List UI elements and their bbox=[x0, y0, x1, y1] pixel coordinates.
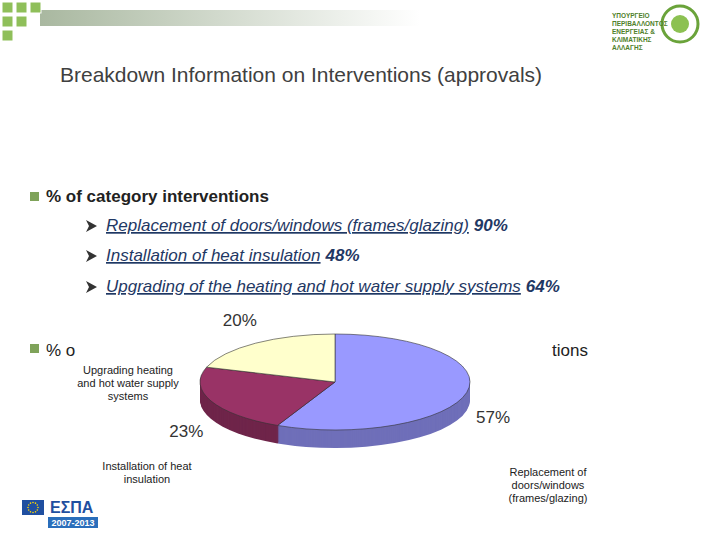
logo-text: ΠΕΡΙΒΑΛΛΟΝΤΟΣ bbox=[612, 20, 668, 27]
footer-logo-years: 2007-2013 bbox=[51, 518, 94, 528]
logo-text: ΥΠΟΥΡΓΕΙΟ bbox=[612, 12, 650, 19]
header-square bbox=[2, 16, 13, 27]
eu-star bbox=[35, 502, 37, 504]
footer-logo-bar bbox=[48, 517, 98, 528]
logo-text: ΚΛΙΜΑΤΙΚΗΣ bbox=[612, 36, 652, 43]
eu-star bbox=[37, 509, 39, 511]
bullet-square bbox=[30, 344, 39, 353]
bullet-square bbox=[30, 192, 39, 201]
header-square bbox=[2, 2, 13, 13]
data-label: 20% bbox=[223, 311, 257, 330]
sub-bullet-value: 64% bbox=[526, 277, 560, 296]
bullet-text-fragment: tions bbox=[552, 341, 588, 360]
eu-star bbox=[28, 504, 30, 506]
bullet-text: % of category interventions bbox=[46, 187, 269, 206]
sub-bullet: Upgrading of the heating and hot water s… bbox=[106, 277, 560, 296]
slide: ΥΠΟΥΡΓΕΙΟΠΕΡΙΒΑΛΛΟΝΤΟΣΕΝΕΡΓΕΙΑΣ &ΚΛΙΜΑΤΙ… bbox=[0, 0, 720, 540]
ministry-logo: ΥΠΟΥΡΓΕΙΟΠΕΡΙΒΑΛΛΟΝΤΟΣΕΝΕΡΓΕΙΑΣ &ΚΛΙΜΑΤΙ… bbox=[612, 6, 698, 51]
header-band bbox=[40, 10, 420, 26]
logo-text: ΑΛΛΑΓΗΣ bbox=[612, 44, 643, 51]
eu-star bbox=[32, 512, 34, 514]
sub-bullet-value: 48% bbox=[325, 246, 360, 265]
header-square bbox=[16, 2, 27, 13]
footer-logo: ΕΣΠΑ 2007-2013 bbox=[22, 499, 98, 528]
sub-bullet-arrow bbox=[86, 220, 97, 232]
pie-plot bbox=[200, 334, 470, 448]
slide-title: Breakdown Information on Interventions (… bbox=[60, 63, 542, 86]
sub-bullet-value: 90% bbox=[474, 216, 508, 235]
category-label: Replacement ofdoors/windows(frames/glazi… bbox=[509, 466, 588, 504]
eu-star bbox=[28, 509, 30, 511]
header-square bbox=[16, 16, 27, 27]
logo-emblem-core bbox=[671, 15, 689, 33]
eu-star bbox=[35, 511, 37, 513]
eu-star bbox=[37, 507, 39, 509]
eu-star bbox=[27, 507, 29, 509]
header-square bbox=[2, 30, 13, 41]
category-label: Installation of heatinsulation bbox=[102, 460, 191, 485]
footer-logo-name: ΕΣΠΑ bbox=[50, 499, 94, 516]
sub-bullet-arrow bbox=[86, 250, 97, 262]
pie-side-layer bbox=[200, 335, 470, 431]
sub-bullet-text: Installation of heat insulation bbox=[106, 246, 321, 265]
bullet-text-fragment: % o bbox=[46, 341, 75, 360]
eu-star bbox=[30, 511, 32, 513]
eu-star bbox=[30, 502, 32, 504]
sub-bullet-text: Replacement of doors/windows (frames/gla… bbox=[106, 216, 469, 235]
pie-slice bbox=[207, 334, 335, 382]
data-label: 23% bbox=[169, 422, 203, 441]
eu-star bbox=[32, 502, 34, 504]
sub-bullet: Replacement of doors/windows (frames/gla… bbox=[106, 216, 508, 235]
header-square bbox=[30, 2, 41, 13]
logo-text: ΕΝΕΡΓΕΙΑΣ & bbox=[612, 28, 655, 35]
eu-star bbox=[37, 504, 39, 506]
sub-bullet-arrow bbox=[86, 281, 97, 293]
category-label: Upgrading heatingand hot water supplysys… bbox=[77, 364, 179, 402]
sub-bullet: Installation of heat insulation48% bbox=[106, 246, 360, 265]
pie-top bbox=[200, 334, 470, 430]
sub-bullet-text: Upgrading of the heating and hot water s… bbox=[106, 277, 521, 296]
data-label: 57% bbox=[476, 408, 510, 427]
eu-flag bbox=[22, 500, 44, 515]
